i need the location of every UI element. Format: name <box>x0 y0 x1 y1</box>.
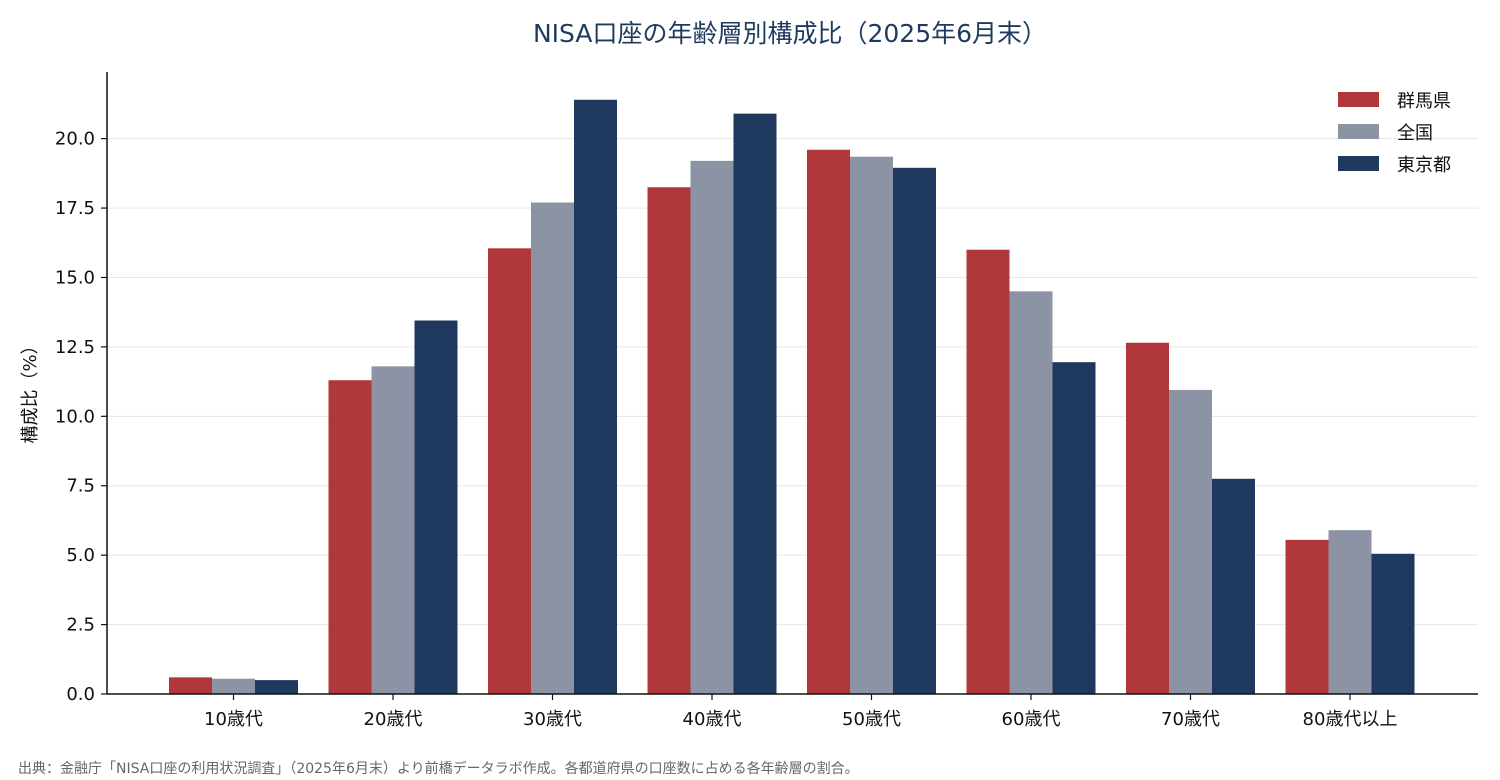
y-tick-label: 0.0 <box>66 684 95 705</box>
x-tick-label: 40歳代 <box>683 709 742 730</box>
bar-群馬県-40歳代 <box>647 187 691 694</box>
legend-swatch-全国 <box>1338 124 1379 139</box>
source-note: 出典：金融庁「NISA口座の利用状況調査」（2025年6月末）より前橋データラボ… <box>18 760 859 777</box>
y-tick-label: 15.0 <box>55 267 95 288</box>
x-tick-label: 60歳代 <box>1002 709 1061 730</box>
bar-全国-50歳代 <box>850 156 893 695</box>
y-axis-label: 構成比（%） <box>20 336 41 443</box>
bar-群馬県-70歳代 <box>1126 342 1169 694</box>
x-tick-label: 30歳代 <box>523 709 582 730</box>
y-tick-label: 5.0 <box>66 545 95 566</box>
bar-全国-80歳代以上 <box>1328 530 1372 694</box>
y-tick-label: 2.5 <box>66 615 95 636</box>
legend-label-群馬県: 群馬県 <box>1397 91 1451 112</box>
y-tick-label: 10.0 <box>55 406 95 427</box>
bar-全国-60歳代 <box>1009 291 1053 694</box>
axes: 0.0 2.5 5.0 7.5 10.0 12.5 15.0 17.5 20.0 10歳代 20歳代… <box>55 72 1478 730</box>
y-tick-label: 12.5 <box>55 337 95 358</box>
bar-群馬県-30歳代 <box>488 248 531 694</box>
bar-東京都-50歳代 <box>893 167 936 695</box>
bars <box>169 99 1415 695</box>
bar-東京都-70歳代 <box>1212 478 1255 694</box>
bar-全国-40歳代 <box>690 160 734 694</box>
bar-全国-30歳代 <box>531 202 574 695</box>
bar-全国-70歳代 <box>1169 389 1212 694</box>
x-tick-label: 70歳代 <box>1161 709 1220 730</box>
bar-東京都-60歳代 <box>1052 362 1096 694</box>
legend-label-全国: 全国 <box>1397 123 1433 144</box>
bar-東京都-10歳代 <box>255 680 298 694</box>
legend-label-東京都: 東京都 <box>1397 155 1451 176</box>
bar-群馬県-20歳代 <box>328 380 372 694</box>
y-tick-label: 17.5 <box>55 198 95 219</box>
y-tick-label: 20.0 <box>55 129 95 150</box>
legend-swatch-群馬県 <box>1338 92 1379 107</box>
x-tick-label: 50歳代 <box>842 709 901 730</box>
bar-東京都-40歳代 <box>733 113 777 694</box>
x-tick-label: 10歳代 <box>204 709 263 730</box>
x-tick-label: 20歳代 <box>364 709 423 730</box>
bar-全国-20歳代 <box>371 366 415 694</box>
bar-群馬県-50歳代 <box>807 149 850 694</box>
bar-東京都-20歳代 <box>414 320 458 694</box>
gridlines <box>107 138 1478 695</box>
bar-東京都-80歳代以上 <box>1371 553 1415 694</box>
bar-群馬県-10歳代 <box>169 677 212 694</box>
y-tick-label: 7.5 <box>66 476 95 497</box>
chart-title: NISA口座の年齢層別構成比（2025年6月末） <box>533 19 1047 48</box>
bar-群馬県-80歳代以上 <box>1285 539 1329 694</box>
legend-swatch-東京都 <box>1338 156 1379 171</box>
x-tick-label: 80歳代以上 <box>1303 709 1398 730</box>
bar-東京都-30歳代 <box>574 99 617 694</box>
bar-全国-10歳代 <box>212 678 255 694</box>
bar-群馬県-60歳代 <box>966 249 1010 694</box>
